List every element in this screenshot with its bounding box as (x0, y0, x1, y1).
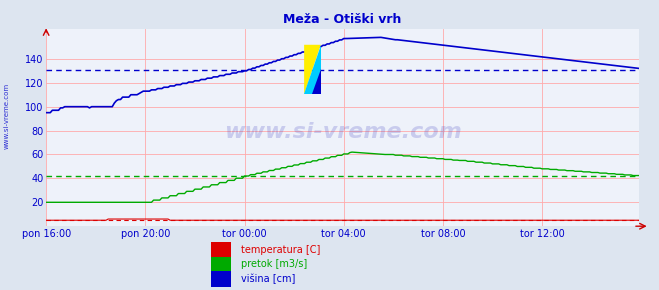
Text: www.si-vreme.com: www.si-vreme.com (3, 83, 9, 149)
Text: višina [cm]: višina [cm] (241, 274, 295, 284)
Title: Meža - Otiški vrh: Meža - Otiški vrh (283, 13, 402, 26)
Text: www.si-vreme.com: www.si-vreme.com (224, 122, 461, 142)
Text: temperatura [C]: temperatura [C] (241, 245, 320, 255)
Text: pretok [m3/s]: pretok [m3/s] (241, 260, 307, 269)
Polygon shape (312, 69, 321, 94)
Polygon shape (304, 45, 321, 94)
Polygon shape (304, 45, 321, 94)
